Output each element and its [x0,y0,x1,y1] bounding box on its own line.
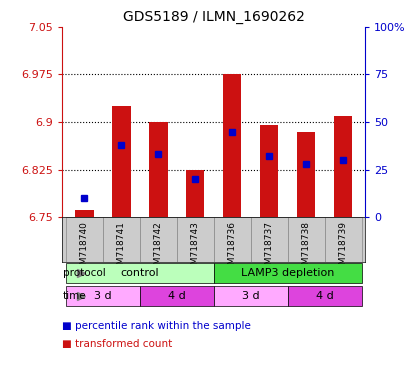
Bar [186,170,205,217]
Bar [66,217,103,262]
Bar [325,217,361,262]
Text: LAMP3 depletion: LAMP3 depletion [241,268,334,278]
Bar [177,217,214,262]
Bar [260,125,278,217]
Text: GSM718743: GSM718743 [191,221,200,276]
Text: ■ percentile rank within the sample: ■ percentile rank within the sample [62,321,251,331]
Bar [334,116,352,217]
Text: GSM718740: GSM718740 [80,221,89,276]
Text: GSM718742: GSM718742 [154,221,163,276]
Bar [66,263,214,283]
Title: GDS5189 / ILMN_1690262: GDS5189 / ILMN_1690262 [123,10,305,25]
Text: GSM718738: GSM718738 [302,221,310,276]
Text: GSM718741: GSM718741 [117,221,126,276]
Text: GSM718737: GSM718737 [265,221,273,276]
Bar [288,217,325,262]
Bar [223,74,242,217]
Bar [214,263,361,283]
Bar [214,286,288,306]
Text: ■ transformed count: ■ transformed count [62,339,173,349]
Text: time: time [63,291,87,301]
Bar [112,106,131,217]
Text: 4 d: 4 d [168,291,186,301]
Bar [103,217,140,262]
Bar [251,217,288,262]
Text: GSM718739: GSM718739 [339,221,347,276]
Text: control: control [120,268,159,278]
Bar [288,286,361,306]
Bar [214,217,251,262]
Text: 4 d: 4 d [316,291,333,301]
Bar [140,217,177,262]
Bar [149,122,168,217]
Text: protocol: protocol [63,268,106,278]
Text: 3 d: 3 d [94,291,112,301]
Bar [297,132,315,217]
Bar [66,286,140,306]
Bar [140,286,214,306]
Text: GSM718736: GSM718736 [228,221,237,276]
Bar [75,210,94,217]
Text: 3 d: 3 d [242,291,259,301]
